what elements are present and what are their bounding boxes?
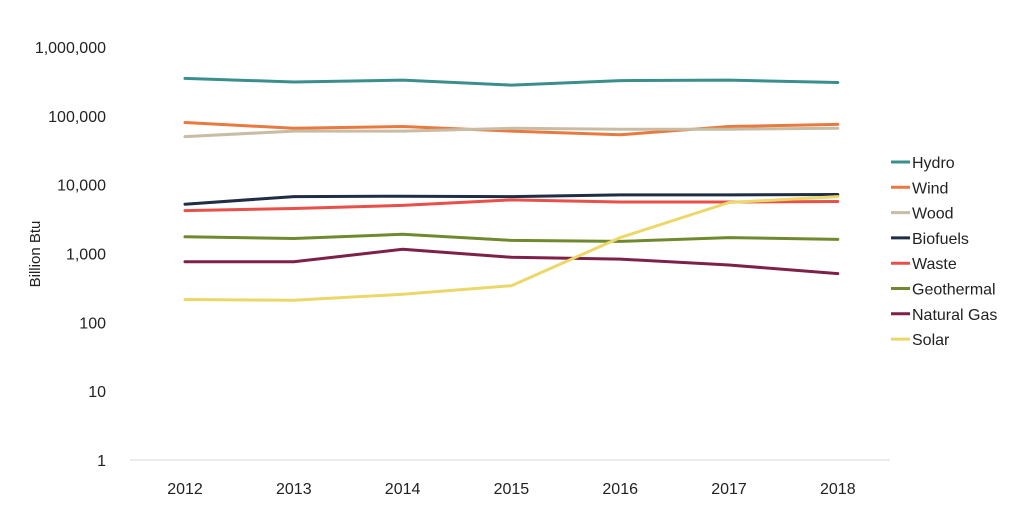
series-line-natural-gas (183, 247, 840, 276)
y-tick-label: 100 (79, 315, 106, 332)
legend-label-hydro: Hydro (912, 155, 955, 172)
legend: Hydro Wind Wood Biofuels Waste Geothermal Natu… (891, 155, 997, 349)
legend-label-natural-gas: Natural Gas (912, 307, 997, 324)
x-tick-label: 2017 (711, 481, 747, 498)
x-tick-label: 2016 (602, 481, 638, 498)
x-tick-label: 2015 (494, 481, 530, 498)
series-lines (183, 76, 840, 302)
series-line-geothermal (183, 232, 840, 243)
x-axis-ticks: 2012 2013 2014 2015 2016 2017 2018 (167, 481, 855, 498)
series-line-biofuels (183, 193, 840, 206)
legend-label-wind: Wind (912, 180, 948, 197)
y-axis-title: Billion Btu (27, 221, 44, 288)
legend-label-geothermal: Geothermal (912, 282, 996, 299)
x-tick-label: 2014 (385, 481, 421, 498)
series-line-wind (183, 121, 840, 137)
y-tick-label: 10 (88, 384, 106, 401)
y-tick-label: 1,000 (66, 247, 106, 264)
series-line-wood (183, 126, 840, 139)
y-tick-label: 1 (97, 453, 106, 470)
y-tick-label: 1,000,000 (35, 40, 106, 57)
y-tick-label: 100,000 (48, 109, 106, 126)
x-tick-label: 2013 (276, 481, 312, 498)
series-line-hydro (183, 76, 840, 87)
x-tick-label: 2018 (820, 481, 856, 498)
legend-label-biofuels: Biofuels (912, 231, 969, 248)
series-line-solar (183, 195, 840, 302)
x-tick-label: 2012 (167, 481, 203, 498)
y-axis-ticks: 1 10 100 1,000 10,000 100,000 1,000,000 (35, 40, 106, 470)
y-tick-label: 10,000 (57, 178, 106, 195)
legend-label-solar: Solar (912, 332, 950, 349)
legend-label-wood: Wood (912, 206, 954, 223)
legend-label-waste: Waste (912, 256, 957, 273)
